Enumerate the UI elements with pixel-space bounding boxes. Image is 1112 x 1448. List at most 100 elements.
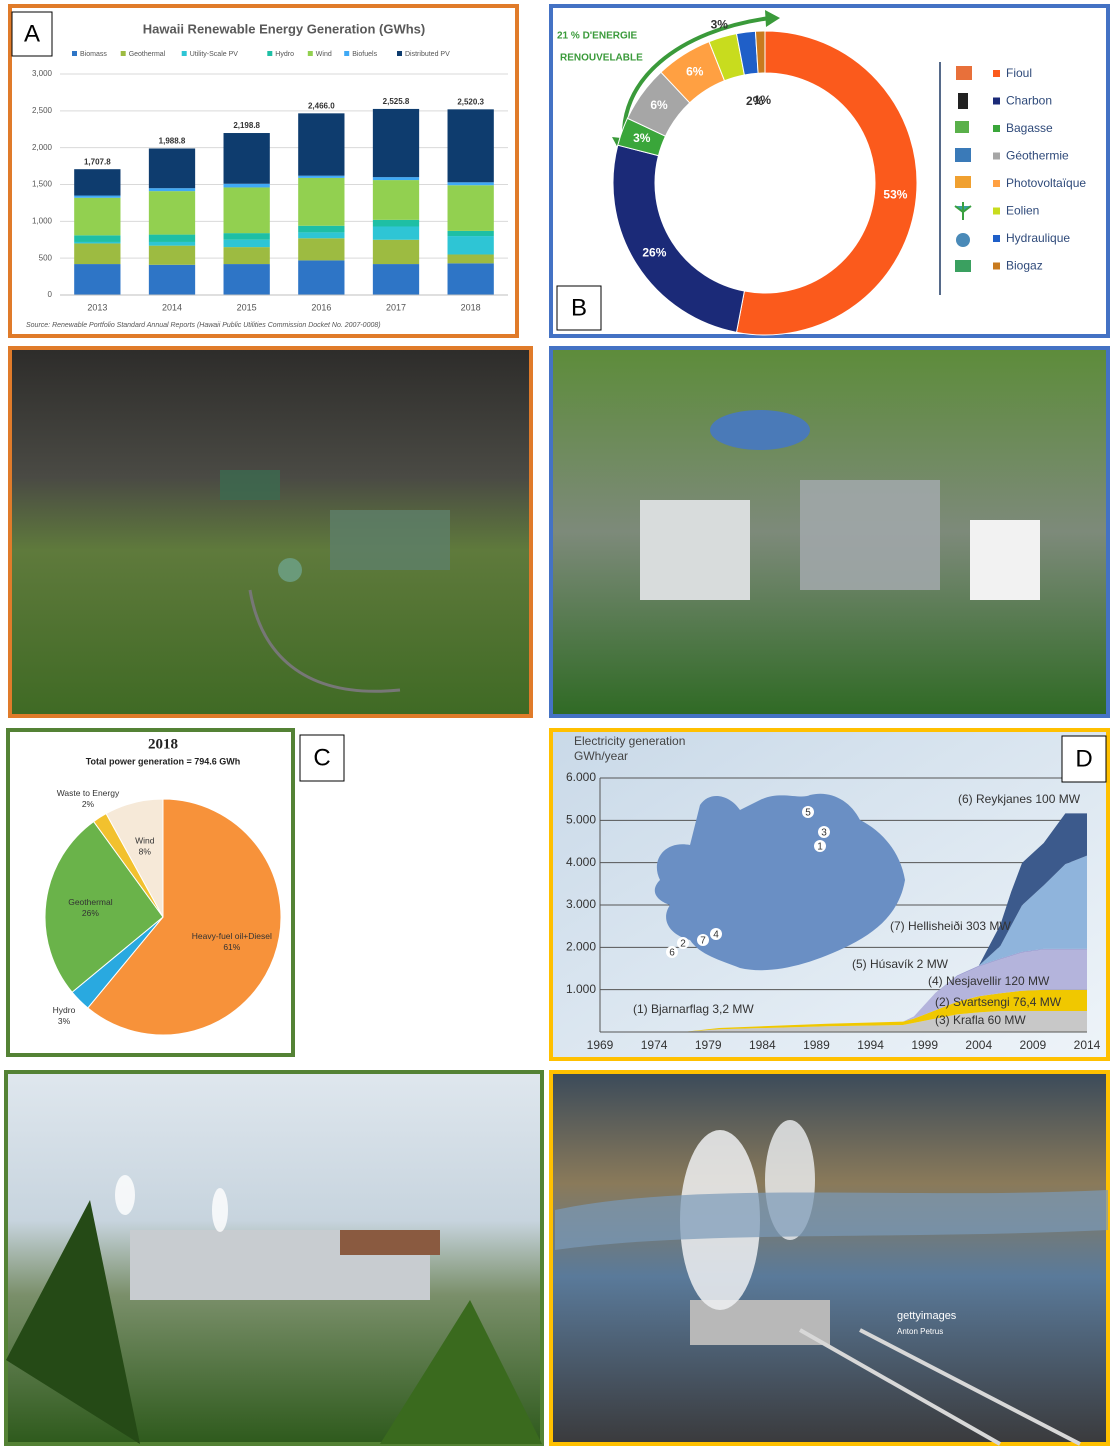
- legend-swatch: [993, 153, 1000, 160]
- value-label: 26%: [642, 245, 666, 259]
- y-tick-label: 5.000: [566, 813, 596, 827]
- legend-swatch: [993, 208, 1000, 215]
- source-note: Source: Renewable Portfolio Standard Ann…: [26, 322, 381, 329]
- bar-segment: [373, 264, 419, 295]
- bar-segment: [224, 247, 270, 264]
- legend-swatch: [397, 51, 402, 56]
- bar-segment: [373, 109, 419, 177]
- chart-subtitle: Total power generation = 794.6 GWh: [86, 756, 241, 766]
- legend-swatch: [72, 51, 77, 56]
- series-label: (1) Bjarnarflag 3,2 MW: [633, 1002, 754, 1016]
- series-label: (6) Reykjanes 100 MW: [958, 792, 1081, 806]
- bar-segment: [373, 180, 419, 220]
- series-label: (7) Hellisheiði 303 MW: [890, 919, 1011, 933]
- y-tick-label: 1,500: [32, 180, 53, 189]
- y-tick-label: 2.000: [566, 940, 596, 954]
- x-tick-label: 1984: [749, 1038, 776, 1052]
- bar-segment: [298, 260, 344, 295]
- y-tick-label: 3,000: [32, 69, 53, 78]
- panel-label: C: [313, 744, 330, 771]
- x-tick-label: 2009: [1020, 1038, 1047, 1052]
- value-label: 3%: [633, 131, 651, 145]
- bar-segment: [74, 264, 120, 295]
- page: gettyimages Anton Petrus Electricity gen…: [0, 0, 1112, 1448]
- bar-segment: [298, 232, 344, 238]
- total-label: 2,520.3: [457, 97, 484, 106]
- value-label: 2%: [82, 799, 95, 809]
- bar-segment: [298, 226, 344, 233]
- x-tick-label: 2017: [386, 302, 406, 312]
- legend-label: Photovoltaïque: [1006, 176, 1086, 190]
- x-tick-label: 2004: [965, 1038, 992, 1052]
- series-label: (5) Húsavík 2 MW: [852, 957, 949, 971]
- legend-swatch: [267, 51, 272, 56]
- y-tick-label: 1.000: [566, 982, 596, 996]
- legend-label: Hydro: [275, 51, 294, 58]
- legend-swatch: [344, 51, 349, 56]
- bar-segment: [149, 188, 195, 191]
- bar-segment: [373, 240, 419, 264]
- slice-name: Heavy-fuel oil+Diesel: [192, 931, 272, 941]
- total-label: 2,466.0: [308, 101, 335, 110]
- bar-segment: [224, 187, 270, 233]
- legend-label: Géothermie: [1006, 149, 1069, 163]
- y-tick-label: 6.000: [566, 770, 596, 784]
- total-label: 2,198.8: [233, 121, 260, 130]
- y-tick-label: 2,000: [32, 143, 53, 152]
- x-tick-label: 2015: [237, 302, 257, 312]
- map-marker-label: 5: [805, 808, 811, 819]
- bar-segment: [448, 182, 494, 185]
- legend-label: Geothermal: [129, 51, 166, 58]
- legend-label: Biomass: [80, 51, 107, 58]
- bar-segment: [224, 240, 270, 247]
- y-tick-label: 4.000: [566, 855, 596, 869]
- bar-segment: [224, 184, 270, 188]
- slice-name: Geothermal: [68, 897, 113, 907]
- legend-label: Utility-Scale PV: [190, 51, 239, 58]
- bar-segment: [149, 246, 195, 265]
- value-label: 26%: [82, 908, 99, 918]
- total-label: 2,525.8: [383, 97, 410, 106]
- panel-label: D: [1075, 745, 1092, 772]
- legend-swatch: [308, 51, 313, 56]
- series-label: (2) Svartsengi 76,4 MW: [935, 995, 1062, 1009]
- chart-title: Hawaii Renewable Energy Generation (GWhs…: [143, 21, 425, 36]
- legend-swatch: [993, 125, 1000, 132]
- total-label: 1,988.8: [159, 137, 186, 146]
- annotation: RENOUVELABLE: [560, 53, 643, 64]
- bar-segment: [448, 109, 494, 182]
- legend-label: Fioul: [1006, 66, 1032, 80]
- map-marker-label: 3: [821, 828, 827, 839]
- x-tick-label: 1979: [695, 1038, 722, 1052]
- legend-label: Eolien: [1006, 204, 1039, 218]
- annotation: 21 % D'ENERGIE: [557, 31, 638, 42]
- bar-segment: [74, 169, 120, 195]
- photo-credit-author: Anton Petrus: [897, 1327, 943, 1336]
- legend-swatch: [993, 98, 1000, 105]
- photo: [10, 348, 531, 716]
- legend-swatch: [993, 180, 1000, 187]
- y-tick-label: 2,500: [32, 106, 53, 115]
- legend-swatch: [182, 51, 187, 56]
- x-tick-label: 2013: [87, 302, 107, 312]
- y-tick-label: 3.000: [566, 897, 596, 911]
- map-marker-label: 1: [817, 842, 823, 853]
- legend-label: Biofuels: [352, 51, 377, 58]
- bar-segment: [448, 236, 494, 254]
- bar-segment: [298, 178, 344, 226]
- bar-segment: [298, 176, 344, 178]
- legend-swatch: [993, 263, 1000, 270]
- y-axis-title: Electricity generation: [574, 734, 685, 748]
- bar-segment: [149, 191, 195, 234]
- bar-segment: [373, 177, 419, 180]
- bar-segment: [74, 235, 120, 242]
- value-label: 6%: [686, 65, 704, 79]
- x-tick-label: 1974: [641, 1038, 668, 1052]
- photo-credit-brand: gettyimages: [897, 1310, 957, 1322]
- value-label: 3%: [58, 1016, 71, 1026]
- series-label: (4) Nesjavellir 120 MW: [928, 974, 1050, 988]
- legend-swatch: [993, 70, 1000, 77]
- photo: [551, 1072, 1108, 1444]
- legend-swatch: [121, 51, 126, 56]
- bar-segment: [74, 196, 120, 198]
